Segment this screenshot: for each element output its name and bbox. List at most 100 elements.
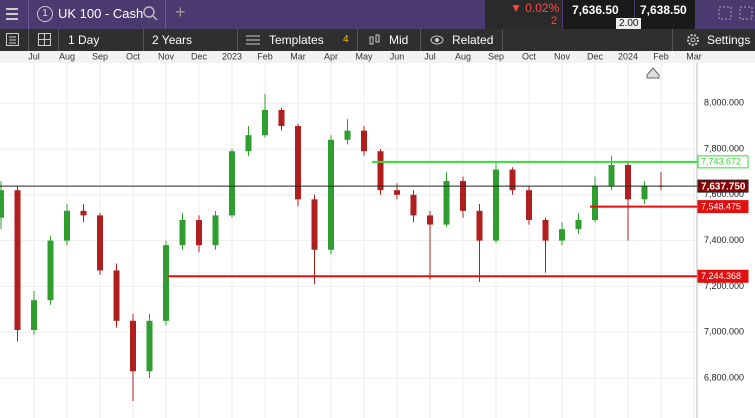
candle-body bbox=[476, 210, 483, 241]
candle-body bbox=[344, 130, 351, 140]
x-tick-label: Aug bbox=[59, 51, 75, 61]
x-tick-label: Nov bbox=[158, 51, 175, 61]
change-box bbox=[485, 0, 562, 29]
related[interactable]: Related bbox=[452, 33, 494, 47]
y-tick-label: 7,400.000 bbox=[704, 235, 744, 245]
candle-body bbox=[47, 240, 54, 301]
change-percent: ▼ 0.02% bbox=[510, 1, 560, 15]
candle-body bbox=[443, 181, 450, 225]
candle-body bbox=[608, 164, 615, 186]
x-tick-label: Aug bbox=[455, 51, 471, 61]
candle-body bbox=[262, 109, 268, 136]
x-tick-label: Oct bbox=[126, 51, 141, 61]
y-tick-label: 7,600.000 bbox=[704, 189, 744, 199]
x-tick-label: Jul bbox=[424, 51, 436, 61]
x-tick-label: 2023 bbox=[222, 51, 242, 61]
candle-body bbox=[163, 245, 169, 321]
x-tick-label: Nov bbox=[554, 51, 571, 61]
add-tab[interactable]: + bbox=[175, 2, 186, 22]
templates-count: 4 bbox=[343, 34, 349, 45]
x-tick-label: Sep bbox=[92, 51, 108, 61]
range[interactable]: 2 Years bbox=[152, 33, 193, 47]
level-label-box bbox=[697, 155, 749, 169]
candle-body bbox=[542, 219, 549, 241]
settings-icon[interactable] bbox=[686, 33, 700, 47]
x-tick-label: Dec bbox=[587, 51, 604, 61]
candle-body bbox=[212, 215, 219, 246]
x-tick-label: Jul bbox=[28, 51, 40, 61]
y-tick-label: 7,000.000 bbox=[704, 327, 744, 337]
candle-body bbox=[229, 151, 235, 216]
candle-body bbox=[245, 135, 252, 152]
candle-body bbox=[295, 126, 301, 200]
level-label-box bbox=[697, 179, 749, 193]
settings[interactable]: Settings bbox=[707, 33, 751, 47]
toolbar: 1 Day 2 Years Templates 4 Mid Related Se… bbox=[0, 29, 755, 51]
date-axis-bg bbox=[0, 51, 755, 63]
x-tick-label: Oct bbox=[522, 51, 537, 61]
candle-body bbox=[575, 219, 582, 230]
window-icons[interactable] bbox=[718, 6, 754, 24]
templates-icon[interactable] bbox=[246, 34, 260, 46]
chart: 6,800.000 7,000.000 7,200.000 7,400.000 7,60… bbox=[0, 51, 755, 418]
y-tick-label: 6,800.000 bbox=[704, 372, 744, 382]
candle-body bbox=[196, 219, 202, 246]
candle-body bbox=[361, 130, 367, 152]
level-label-box bbox=[697, 200, 749, 214]
top-bar: 1 UK 100 - Cash + ▼ 0.02% 2 7,636.50 7,6… bbox=[0, 0, 755, 29]
candle-body bbox=[427, 215, 433, 225]
templates[interactable]: Templates bbox=[269, 33, 324, 47]
grid-icon[interactable] bbox=[38, 33, 52, 47]
candle-body bbox=[625, 164, 631, 200]
candle-icon[interactable] bbox=[368, 33, 384, 47]
menu-icon[interactable] bbox=[6, 7, 20, 21]
change-points: 2 bbox=[551, 15, 558, 27]
x-tick-label: Sep bbox=[488, 51, 504, 61]
candle-body bbox=[97, 215, 103, 271]
candle-body bbox=[592, 185, 598, 220]
price-type[interactable]: Mid bbox=[389, 33, 409, 47]
candle-body bbox=[80, 210, 87, 216]
y-tick-label: 7,200.000 bbox=[704, 281, 744, 291]
candle-body bbox=[410, 194, 417, 216]
level-label: 7,548.475 bbox=[701, 201, 741, 211]
candle-body bbox=[460, 181, 466, 211]
candle-body bbox=[130, 320, 136, 372]
candle-body bbox=[509, 169, 516, 191]
candle-body bbox=[31, 300, 37, 330]
candle-body bbox=[328, 139, 334, 250]
list-icon[interactable] bbox=[6, 33, 20, 47]
candle-body bbox=[311, 199, 318, 250]
eye-icon[interactable] bbox=[430, 34, 444, 46]
x-tick-label: May bbox=[355, 51, 373, 61]
candle-body bbox=[394, 190, 400, 195]
spread: 2.00 bbox=[616, 18, 642, 29]
x-tick-label: Mar bbox=[686, 51, 702, 61]
candle-body bbox=[559, 229, 565, 241]
scroll-marker[interactable] bbox=[646, 67, 660, 79]
y-tick-label: 8,000.000 bbox=[704, 97, 744, 107]
interval[interactable]: 1 Day bbox=[68, 33, 100, 47]
tab-number[interactable]: 1 bbox=[37, 6, 53, 22]
x-tick-label: Feb bbox=[257, 51, 273, 61]
y-tick-label: 7,800.000 bbox=[704, 143, 744, 153]
candle-body bbox=[278, 109, 285, 127]
x-tick-label: Dec bbox=[191, 51, 208, 61]
x-tick-label: Mar bbox=[290, 51, 306, 61]
ask-box[interactable] bbox=[635, 0, 695, 29]
x-tick-label: Jun bbox=[390, 51, 405, 61]
candle-body bbox=[146, 320, 153, 372]
candle-body bbox=[493, 169, 499, 241]
level-label: 7,637.750 bbox=[701, 181, 746, 192]
x-tick-label: 2024 bbox=[618, 51, 638, 61]
candle-body bbox=[179, 219, 186, 246]
ask-price[interactable]: 7,638.50 bbox=[640, 3, 687, 17]
candle-body bbox=[64, 210, 70, 241]
candle-body bbox=[113, 270, 120, 321]
instrument-name[interactable]: UK 100 - Cash bbox=[58, 6, 144, 21]
x-tick-label: Feb bbox=[653, 51, 669, 61]
candle-body bbox=[0, 190, 4, 218]
search-icon[interactable] bbox=[143, 6, 159, 22]
bid-price[interactable]: 7,636.50 bbox=[572, 3, 619, 17]
